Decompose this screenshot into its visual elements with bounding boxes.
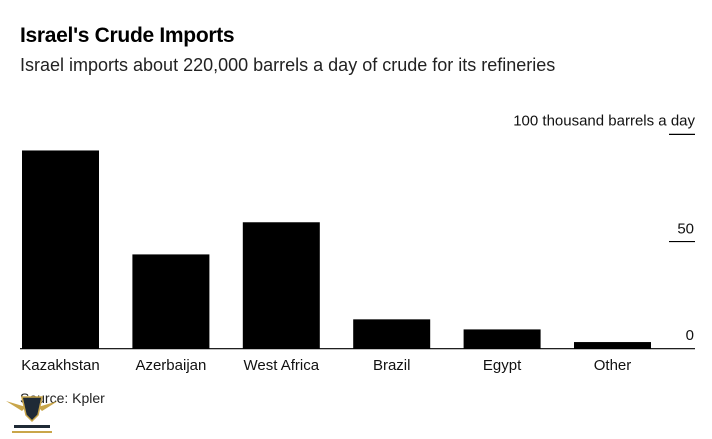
bar-west-africa bbox=[242, 222, 320, 349]
bar-brazil bbox=[353, 319, 431, 349]
x-tick-label: West Africa bbox=[244, 357, 320, 374]
x-tick-label: Azerbaijan bbox=[135, 357, 206, 374]
bar-egypt bbox=[463, 329, 541, 349]
chart-title: Israel's Crude Imports bbox=[20, 24, 235, 47]
y-tick-label: 0 bbox=[686, 327, 694, 344]
watermark-logo bbox=[6, 396, 58, 433]
x-tick-label: Other bbox=[594, 357, 632, 374]
bar-azerbaijan bbox=[132, 254, 210, 349]
y-axis-unit-label: 100 thousand barrels a day bbox=[513, 112, 695, 129]
x-tick-label: Kazakhstan bbox=[21, 357, 99, 374]
bar-other bbox=[574, 342, 651, 349]
chart-subtitle: Israel imports about 220,000 barrels a d… bbox=[20, 55, 556, 75]
x-tick-label: Egypt bbox=[483, 357, 522, 374]
bar-kazakhstan bbox=[22, 150, 99, 349]
y-tick-label: 50 bbox=[677, 221, 694, 238]
x-tick-label: Brazil bbox=[373, 357, 411, 374]
